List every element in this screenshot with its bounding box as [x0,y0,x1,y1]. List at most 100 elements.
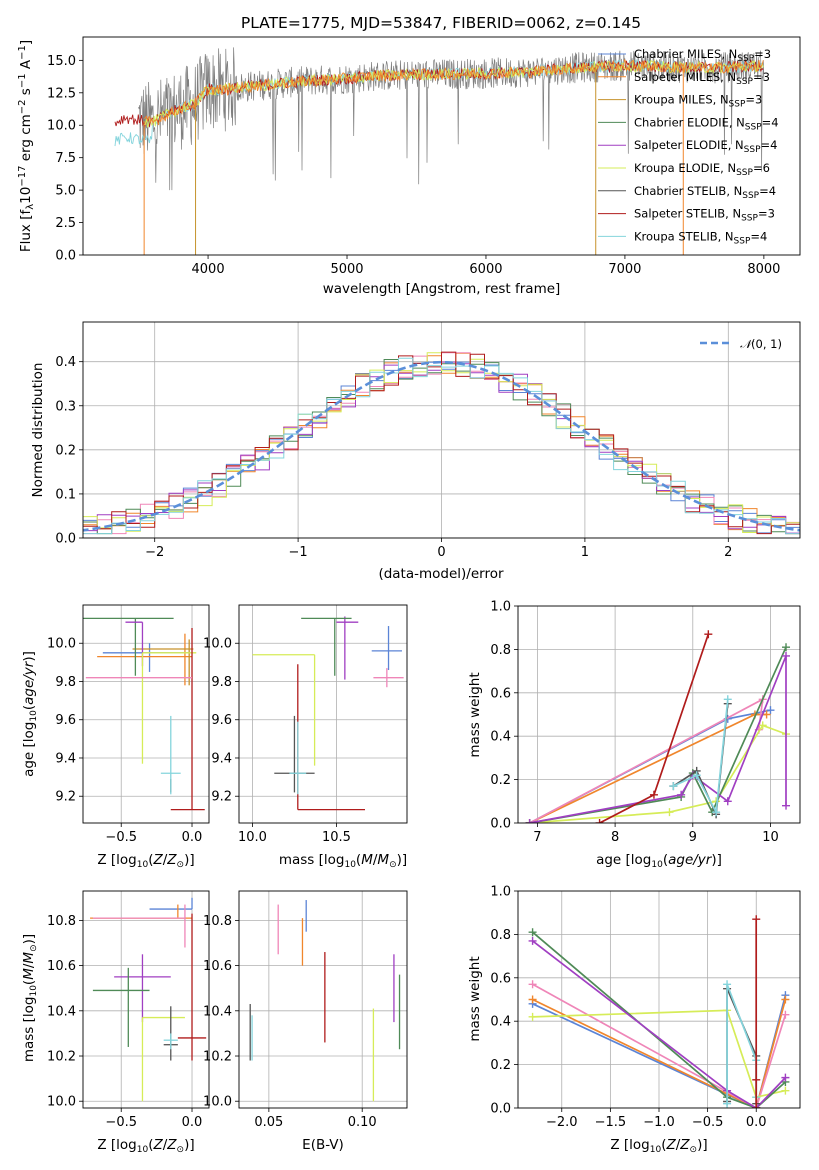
y-tick-label: 1.0 [490,885,511,900]
label-part: ( [21,980,37,985]
y-tick-label: 9.8 [211,675,232,690]
y-tick-label: 9.2 [55,790,76,805]
label-part: Kroupa MILES, N [634,93,729,107]
legend-entry: Kroupa STELIB, NSSP=4 [634,229,767,246]
mass-weight-marker [723,797,732,806]
label-part: ⊙ [389,860,397,870]
mass-weight-marker [723,980,732,989]
label-part: ( [21,705,37,710]
y-tick-label: 0.2 [490,1058,511,1073]
mass-weight-marker [781,1073,790,1082]
y-tick-label: 0.4 [55,355,76,370]
label-part: Kroupa STELIB, N [634,229,734,243]
y-tick-label: 7.5 [55,151,76,166]
label-part: Chabrier ELODIE, N [634,115,745,129]
label-part: / [21,963,37,968]
label-part: =4 [761,138,778,152]
mass-weight-marker [669,782,678,791]
label-part: Kroupa ELODIE, N [634,161,736,175]
mass-weight-marker [762,710,771,719]
y-tick-label: 0.8 [490,643,511,658]
y-axis-label: Flux [fλ10−17 erg cm−2 s−1 A−1] [17,40,36,252]
y-tick-label: 0.0 [490,817,511,832]
y-tick-label: 0.6 [490,686,511,701]
label-part: / [163,852,168,868]
legend-entry: Chabrier MILES, NSSP=3 [634,47,771,64]
x-tick-label: 0.0 [746,1115,767,1130]
mass-weight-marker [752,1104,761,1108]
legend-entry: Salpeter MILES, NSSP=3 [634,70,770,87]
gaussian-reference-curve [83,360,800,532]
y-tick-label: 0.4 [490,1015,511,1030]
mass-weight-line [529,646,787,823]
label-part: ( [661,1137,666,1153]
x-tick-label: −1 [289,545,308,560]
mass-weight-marker [692,771,701,780]
label-part: −1 [17,73,28,88]
label-part: Z [log [610,1137,649,1153]
x-tick-label: 10.0 [238,830,267,845]
label-part: ( [663,852,668,868]
label-part: =3 [745,93,762,107]
x-tick-label: 1 [581,545,589,560]
label-part: Salpeter MILES, N [634,70,736,84]
y-tick-label: 10.4 [203,1004,232,1019]
label-part: SSP [745,122,762,132]
x-axis-label: wavelength [Angstrom, rest frame] [323,281,561,297]
plot-area [239,605,407,823]
label-part: =4 [759,184,776,198]
label-part: ] [18,40,34,45]
y-tick-label: 0.2 [55,443,76,458]
y-tick-label: 10.2 [203,1050,232,1065]
y-tick-label: 9.2 [211,790,232,805]
label-part: 10 [137,860,149,870]
x-axis-label: E(B-V) [302,1137,344,1153]
mass-vs-EBV-panel: 0.05 0.10 10.0 10.2 10.4 10.6 10.8 [203,890,408,1130]
y-tick-label: 0.8 [490,928,511,943]
label-part: −17 [17,166,28,187]
label-part: 10 [137,1145,149,1155]
mass-weight-marker [677,790,686,799]
label-part: age [log [21,722,37,777]
label-part: Salpeter ELODIE, N [634,138,744,152]
mass-weight-marker [525,819,534,823]
x-tick-label: 10 [762,830,779,845]
plot-area [83,605,209,823]
x-tick-label: 0.0 [182,830,203,845]
x-axis-label: Z [log10(Z/Z⊙)] [610,1137,707,1155]
label-part: 10 [651,860,663,870]
label-part: erg cm [18,114,34,165]
mass-weight-marker [782,801,791,810]
y-axis-label: mass weight [467,956,483,1041]
x-tick-label: −1.0 [643,1115,675,1130]
label-part: )] [21,934,37,945]
y-tick-label: 10.8 [203,914,232,929]
x-tick-label: 4000 [192,262,225,277]
y-axis-label: mass weight [467,672,483,757]
y-tick-label: 10.2 [47,1050,76,1065]
label-part: ( [148,1137,153,1153]
label-part: )] [697,1137,708,1153]
residual-histogram [83,357,800,535]
y-tick-label: 10.0 [47,637,76,652]
mass-weight-marker [528,936,537,945]
y-tick-label: 10.0 [47,1095,76,1110]
label-part: )] [21,651,37,662]
mass-weight-marker [752,1075,761,1084]
label-part: ⊙ [177,860,185,870]
plot-area [518,606,800,823]
label-part: 10 [29,710,39,722]
label-part: Z [166,852,177,868]
mass-weight-line [532,940,787,1108]
age-vs-mass-panel: 10.0 10.5 9.2 9.4 9.6 9.8 10.0 [203,604,408,845]
plot-area [83,891,209,1108]
plot-area [114,47,765,255]
label-part: Z [152,1137,163,1153]
axes-frame [238,890,408,1109]
axes-frame [82,890,210,1109]
mass-weight-marker [723,695,732,704]
label-part: Chabrier STELIB, N [634,184,742,198]
x-axis-label: Z [log10(Z/Z⊙)] [97,1137,194,1155]
mass-weight-marker [595,819,604,823]
label-part: age/yr [21,660,37,705]
